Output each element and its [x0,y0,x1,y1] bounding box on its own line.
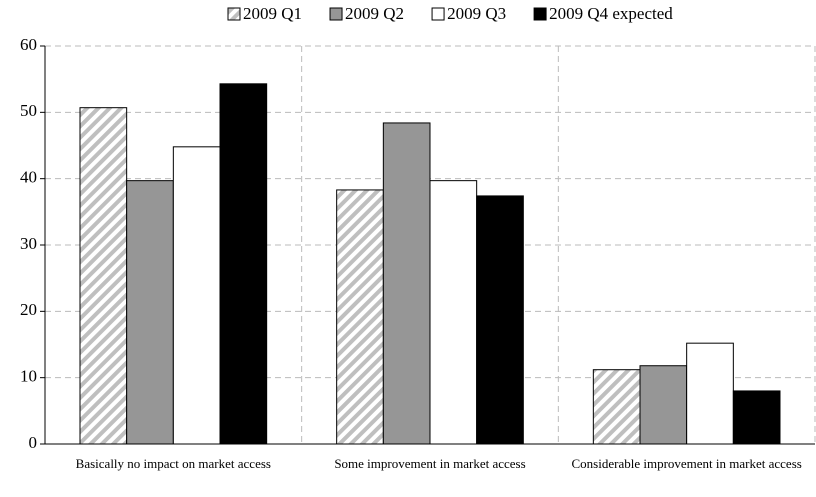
bar [686,342,734,445]
bar [336,189,384,445]
legend-label: 2009 Q3 [447,4,506,23]
y-tick-label: 30 [20,234,37,253]
y-tick-label: 10 [20,367,37,386]
bar [219,83,268,445]
legend-label: 2009 Q2 [345,4,404,23]
legend-swatch [227,7,241,21]
x-tick-label: Considerable improvement in market acces… [571,456,802,471]
y-tick-label: 40 [20,168,37,187]
legend-label: 2009 Q4 expected [549,4,673,23]
bar [592,369,641,445]
legend-swatch [329,7,343,21]
legend-swatch [533,7,547,21]
x-tick-label: Basically no impact on market access [75,456,271,471]
bar [639,365,688,445]
bar [79,107,128,445]
x-tick-label: Some improvement in market access [334,456,526,471]
bar [429,180,478,445]
bar [172,146,221,445]
legend-label: 2009 Q1 [243,4,302,23]
y-tick-label: 0 [29,433,38,452]
y-tick-label: 60 [20,35,37,54]
bar [476,195,524,445]
y-tick-label: 50 [20,101,37,120]
bar [382,122,431,445]
y-tick-label: 20 [20,300,37,319]
bar [732,390,781,445]
bar [126,180,174,445]
legend-swatch [431,7,445,21]
